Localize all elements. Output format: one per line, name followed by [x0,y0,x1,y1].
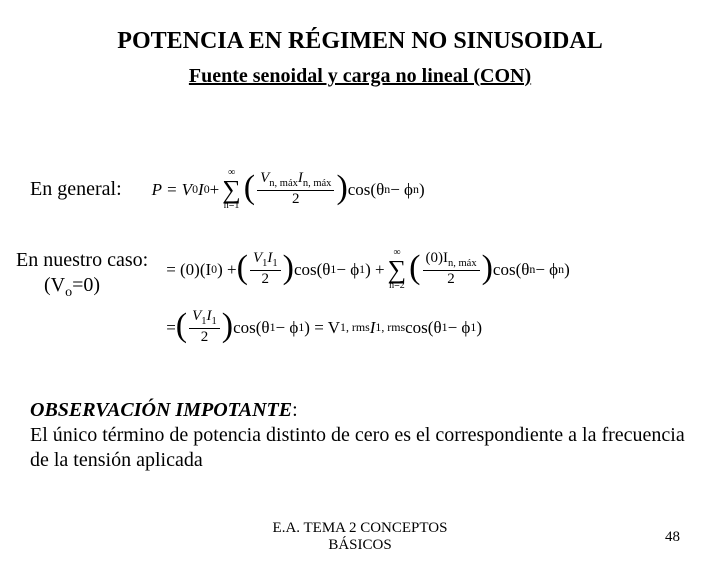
eq2a-mid: ) + [217,260,237,280]
eq2a-sum-bot: n=2 [389,281,405,291]
caso2-b: =0) [72,274,100,296]
paren-close-icon: ) [336,176,347,200]
eq2a-sum: ∞ ∑ n=2 [388,248,407,291]
paren-open-icon: ( [409,256,420,280]
eq2a-lhs: = (0)(I [166,260,211,280]
eq2b-m2: − ϕ [448,318,471,338]
caso2-a: (V [44,274,65,296]
observation-block: OBSERVACIÓN IMPOTANTE: El único término … [30,398,700,473]
eq2a-c2: ) [564,260,570,280]
eq1-minus: − ϕ [390,180,413,200]
eq1-v: V [260,170,269,186]
eq2b-minus: − ϕ [276,318,299,338]
eq2b-cos: cos(θ [233,318,269,338]
eq2b-cos2: cos(θ [405,318,441,338]
eq2a-frac1: V1I1 2 [250,251,281,288]
eq1-frac-num: Vn, máxIn, máx [257,171,334,191]
eq1-sum-bot: n=1 [224,201,240,211]
eq2b-rms1: 1, rms [340,320,370,335]
observation-colon: : [292,399,298,421]
eq2b-v: V [192,308,201,324]
eq1-frac: Vn, máxIn, máx 2 [257,171,334,208]
eq2b-frac-den: 2 [201,329,209,346]
eq2a-close: ) + [365,260,385,280]
label-general: En general: [30,178,122,201]
footer-line2: BÁSICOS [328,537,391,553]
eq2a-cos2: cos(θ [493,260,529,280]
paren-open-icon: ( [244,176,255,200]
equation-caso-b: = ( V1I1 2 ) cos(θ1 − ϕ1 ) = V1, rms I1,… [166,309,570,346]
eq1-frac-den: 2 [292,191,300,208]
eq2b-close1: ) = V [304,318,340,338]
eq1-sum: ∞ ∑ n=1 [222,168,241,211]
observation-body: El único término de potencia distinto de… [30,424,685,471]
equation-general: P = V0 I0 + ∞ ∑ n=1 ( Vn, máxIn, máx 2 )… [152,168,425,211]
equation-column: = (0)(I0 ) + ( V1I1 2 ) cos(θ1 − ϕ1 ) + … [166,248,570,346]
paren-open-icon: ( [237,256,248,280]
sigma-icon: ∑ [388,258,407,281]
eq1-vsub: n, máx [269,178,298,189]
eq2b-rms2: 1, rms [375,320,405,335]
row-general: En general: P = V0 I0 + ∞ ∑ n=1 ( Vn, má… [30,168,690,211]
eq2b-is: 1 [212,316,217,327]
paren-close-icon: ) [283,256,294,280]
eq2a-is: 1 [272,258,277,269]
paren-open-icon: ( [176,314,187,338]
sigma-icon: ∑ [222,178,241,201]
eq1-close: ) [419,180,425,200]
eq2a-m2: − ϕ [535,260,558,280]
row-caso: En nuestro caso: (Vo=0) = (0)(I0 ) + ( V… [16,248,704,346]
eq2a-frac2-num: (0)In, máx [423,251,480,271]
equation-caso-a: = (0)(I0 ) + ( V1I1 2 ) cos(θ1 − ϕ1 ) + … [166,248,570,291]
eq2b-eq: = [166,318,176,338]
eq1-isub: n, máx [303,178,332,189]
eq2a-minus: − ϕ [336,260,359,280]
paren-close-icon: ) [482,256,493,280]
footer-text: E.A. TEMA 2 CONCEPTOS BÁSICOS [0,520,720,554]
eq2b-frac: V1I1 2 [189,309,220,346]
label-caso-line1: En nuestro caso: [16,248,148,273]
slide-subtitle: Fuente senoidal y carga no lineal (CON) [0,65,720,88]
page-number: 48 [665,529,680,546]
label-caso: En nuestro caso: (Vo=0) [16,248,148,302]
eq2a-frac1-den: 2 [262,271,270,288]
eq2a-f2ns: n, máx [448,258,477,269]
paren-close-icon: ) [222,314,233,338]
eq2b-frac-num: V1I1 [189,309,220,329]
eq1-cos: cos(θ [348,180,384,200]
eq2a-v: V [253,250,262,266]
eq2a-frac2-den: 2 [447,271,455,288]
observation-heading: OBSERVACIÓN IMPOTANTE [30,399,292,421]
eq2a-frac2: (0)In, máx 2 [423,251,480,288]
label-caso-line2: (Vo=0) [16,273,148,302]
eq2a-cos: cos(θ [294,260,330,280]
eq2a-f2n: (0)I [426,250,449,266]
footer-line1: E.A. TEMA 2 CONCEPTOS [273,520,448,536]
eq1-p: P = V [152,180,192,200]
eq2a-frac1-num: V1I1 [250,251,281,271]
slide-title: POTENCIA EN RÉGIMEN NO SINUSOIDAL [0,28,720,55]
eq2b-c2: ) [476,318,482,338]
eq1-plus: + [210,180,220,200]
